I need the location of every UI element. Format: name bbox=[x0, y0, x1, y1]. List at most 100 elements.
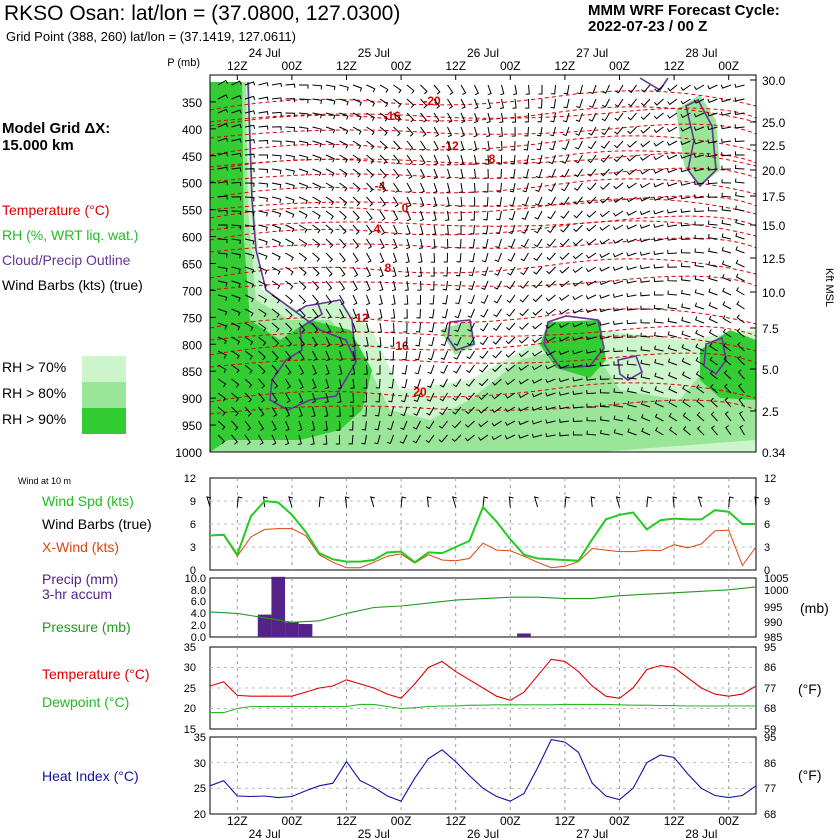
wind-barb bbox=[508, 238, 516, 248]
wind-barb bbox=[217, 152, 229, 157]
wind-barb bbox=[352, 252, 359, 263]
temperature-contour-minor bbox=[209, 152, 757, 168]
wind-barb bbox=[613, 196, 624, 203]
wind-barb bbox=[325, 308, 332, 319]
wind-barb bbox=[587, 154, 597, 164]
precip-tick-left: 0.0 bbox=[191, 632, 206, 644]
wind-barb bbox=[518, 350, 529, 358]
wind-barb bbox=[400, 420, 408, 430]
surface-wind-barb bbox=[754, 496, 760, 508]
wind-barb bbox=[271, 238, 281, 246]
wind-barb bbox=[532, 308, 543, 316]
wind-barb bbox=[627, 428, 637, 436]
wind-barb bbox=[271, 126, 282, 131]
wind-barb bbox=[325, 364, 330, 376]
wind-barb bbox=[667, 236, 678, 241]
wind-barb bbox=[494, 252, 502, 263]
wind-barb bbox=[419, 210, 424, 222]
wind-barb bbox=[499, 98, 504, 109]
wind-barb bbox=[350, 378, 355, 389]
wind-barb bbox=[352, 280, 358, 292]
wind-barb bbox=[545, 294, 556, 302]
time-tick-label-bottom: 00Z bbox=[718, 814, 739, 828]
wind-barb bbox=[522, 196, 529, 207]
temperature-contour-label: 16 bbox=[395, 339, 409, 353]
wind-barb bbox=[486, 126, 491, 137]
wind-barb bbox=[258, 322, 267, 332]
wind-barb bbox=[626, 238, 637, 244]
wind-barb bbox=[493, 322, 502, 331]
wind-barb bbox=[400, 392, 408, 403]
wind-barb bbox=[599, 238, 610, 245]
surface-wind-barb bbox=[564, 496, 571, 508]
height-tick-label: 20.0 bbox=[762, 164, 786, 178]
wind-barb bbox=[366, 154, 375, 164]
cloud-outline-middle bbox=[543, 315, 605, 369]
wind-barb bbox=[285, 434, 290, 446]
wind-barb bbox=[217, 308, 228, 316]
wind-barb bbox=[721, 125, 732, 130]
wind-barb bbox=[707, 166, 718, 171]
wind-barb bbox=[538, 85, 543, 95]
precip-bar bbox=[285, 622, 299, 637]
wind-barb bbox=[271, 364, 279, 375]
wind-barb bbox=[613, 429, 624, 436]
wind-barb bbox=[258, 125, 269, 130]
wind-barb bbox=[271, 111, 282, 117]
heat-index-tick-left: 30 bbox=[194, 758, 206, 770]
wind-barb bbox=[545, 378, 556, 384]
wind-barb bbox=[415, 336, 421, 347]
wind-barb bbox=[653, 126, 664, 133]
wind-barb bbox=[546, 252, 556, 261]
wind-barb bbox=[324, 406, 329, 417]
wind-barb bbox=[325, 98, 336, 105]
wind-barb bbox=[693, 84, 705, 91]
wind-barb bbox=[258, 378, 266, 389]
wind-barb bbox=[575, 112, 583, 123]
wind-barb bbox=[480, 322, 489, 332]
wind-barb bbox=[231, 294, 241, 302]
wind-barb bbox=[653, 250, 664, 255]
wind-barb bbox=[548, 182, 556, 192]
wind-barb bbox=[465, 392, 475, 401]
wind-barb bbox=[352, 140, 362, 150]
wind-barb bbox=[312, 294, 320, 305]
wind-barb bbox=[518, 336, 529, 344]
date-label-top: 28 Jul bbox=[685, 46, 717, 60]
wind-barb bbox=[518, 434, 529, 439]
wind-barb bbox=[351, 364, 356, 375]
precip-accum-label: 3-hr accum bbox=[42, 586, 113, 602]
wind-barb bbox=[339, 84, 349, 91]
wind-barb bbox=[217, 123, 229, 128]
wind-barb bbox=[433, 98, 441, 109]
wind-barb bbox=[432, 224, 437, 235]
wind-barb bbox=[492, 336, 502, 345]
wind-barb bbox=[532, 336, 543, 343]
wind-barb bbox=[467, 308, 475, 318]
wind-barb bbox=[667, 263, 678, 268]
height-tick-label: 15.0 bbox=[762, 219, 786, 233]
wind-barb bbox=[420, 196, 425, 208]
wind-barb bbox=[572, 322, 583, 328]
wind-barb bbox=[535, 182, 543, 193]
wind-barb bbox=[612, 224, 624, 231]
wind-barb bbox=[323, 434, 328, 445]
pressure-tick-label: 850 bbox=[182, 365, 202, 379]
wind-barb bbox=[428, 322, 435, 333]
wind-barb bbox=[231, 123, 242, 129]
wind-barb bbox=[720, 84, 732, 89]
wind-barb bbox=[469, 238, 475, 249]
wind-barb bbox=[708, 274, 718, 282]
pressure-tick-label: 900 bbox=[182, 392, 202, 406]
wind-barb bbox=[324, 392, 329, 404]
wind-barb bbox=[693, 126, 705, 131]
wind-barb bbox=[231, 406, 239, 417]
wind-barb bbox=[531, 392, 543, 398]
temperature-contour-minor bbox=[209, 352, 757, 368]
wind-barb bbox=[298, 112, 309, 118]
wind-barb bbox=[572, 280, 583, 287]
wind-barb bbox=[352, 322, 357, 334]
wind-barb bbox=[244, 110, 256, 115]
wind-barb bbox=[487, 84, 492, 96]
wind-barb bbox=[379, 224, 386, 236]
